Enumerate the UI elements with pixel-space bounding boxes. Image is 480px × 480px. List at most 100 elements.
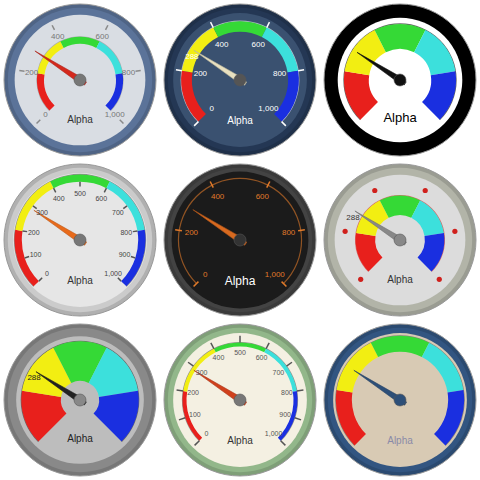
tick: [287, 362, 292, 366]
domain: [355, 195, 445, 272]
tick-label: 1,000: [265, 270, 286, 279]
needle: [355, 211, 407, 245]
title: Alpha: [225, 274, 256, 288]
band: [15, 182, 53, 231]
band: [371, 336, 429, 357]
hub: [394, 74, 406, 86]
domain: [343, 23, 456, 120]
tick: [295, 418, 301, 420]
band: [183, 349, 216, 392]
face: [172, 172, 309, 309]
tick-label: 200: [28, 229, 40, 236]
tick-label: 400: [51, 32, 65, 41]
face: [16, 336, 144, 464]
tick: [266, 343, 269, 349]
band: [418, 233, 445, 271]
marks: [343, 23, 456, 120]
title: Alpha: [383, 110, 417, 125]
hub: [234, 394, 246, 406]
band: [434, 390, 464, 445]
tick-label: 200: [194, 69, 208, 78]
bezel-inner: [8, 8, 152, 152]
band: [274, 71, 299, 122]
tick-label: 0: [45, 270, 49, 277]
tick-label: 300: [36, 209, 48, 216]
needle: [194, 50, 247, 85]
bezel-inner: [328, 328, 472, 472]
gauge: Alpha: [324, 324, 476, 476]
band: [337, 343, 379, 393]
bezel-inner: [168, 168, 312, 312]
tick: [176, 69, 182, 71]
band: [356, 233, 383, 271]
domain: [36, 36, 123, 111]
tick: [175, 230, 182, 231]
tick-label: 1,000: [104, 270, 122, 277]
tick-label: 600: [96, 32, 110, 41]
axis: 02004006008001,000: [19, 25, 140, 123]
marks: [182, 342, 298, 441]
hub: [234, 74, 246, 86]
tick-label: 0: [43, 110, 48, 119]
marks: [355, 195, 445, 272]
band: [182, 28, 218, 73]
needle: [35, 51, 87, 85]
marks: [35, 36, 124, 111]
tick-label: 0: [203, 270, 208, 279]
tick-label: 400: [213, 354, 225, 361]
bezel: [324, 324, 476, 476]
axis: [343, 188, 458, 282]
bezel-inner: [328, 168, 472, 312]
tick-label: 700: [273, 369, 285, 376]
data-label: 288: [346, 213, 360, 222]
marks: [178, 178, 302, 284]
tick-label: 400: [53, 195, 65, 202]
tick: [131, 257, 135, 258]
tick-label: 0: [204, 430, 208, 437]
gauge: 02004006008001,000Alpha: [164, 164, 316, 316]
hub: [74, 74, 86, 86]
title: Alpha: [387, 435, 413, 446]
band: [181, 71, 206, 122]
title: Alpha: [67, 275, 93, 286]
band: [60, 37, 99, 48]
tick: [211, 343, 214, 349]
tick-label: 600: [256, 354, 268, 361]
gauge: 01002003004005006007008009001,000Alpha: [164, 324, 316, 476]
bezel: [164, 164, 316, 316]
tick: [267, 22, 270, 27]
bezel: [4, 164, 156, 316]
tick: [54, 188, 56, 192]
band: [14, 230, 38, 287]
face: [13, 173, 147, 307]
axis: 02004006008001,000: [175, 181, 305, 286]
band: [105, 73, 123, 110]
needle: [354, 370, 407, 405]
tick-label: 0: [209, 104, 214, 113]
bezel-inner: [168, 8, 312, 152]
tick: [195, 441, 200, 446]
title: Alpha: [387, 274, 413, 285]
domain: [178, 178, 302, 284]
band: [262, 28, 298, 73]
band: [414, 30, 455, 75]
tick: [423, 188, 428, 193]
band: [264, 349, 297, 392]
tick: [52, 25, 54, 30]
band: [411, 200, 444, 236]
bezel-inner: [168, 328, 312, 472]
tick-label: 400: [215, 40, 229, 49]
domain: [181, 21, 300, 122]
tick: [343, 229, 348, 234]
tick-label: 300: [196, 369, 208, 376]
tick: [104, 188, 106, 192]
domain: [21, 341, 140, 442]
title: Alpha: [227, 115, 253, 126]
band: [37, 73, 55, 110]
marks: [335, 335, 465, 446]
band: [182, 391, 202, 441]
tick: [79, 182, 81, 187]
domain: [14, 174, 146, 287]
axis: 01002003004005006007008009001,000: [23, 182, 138, 281]
gauge: 288Alpha: [4, 324, 156, 476]
